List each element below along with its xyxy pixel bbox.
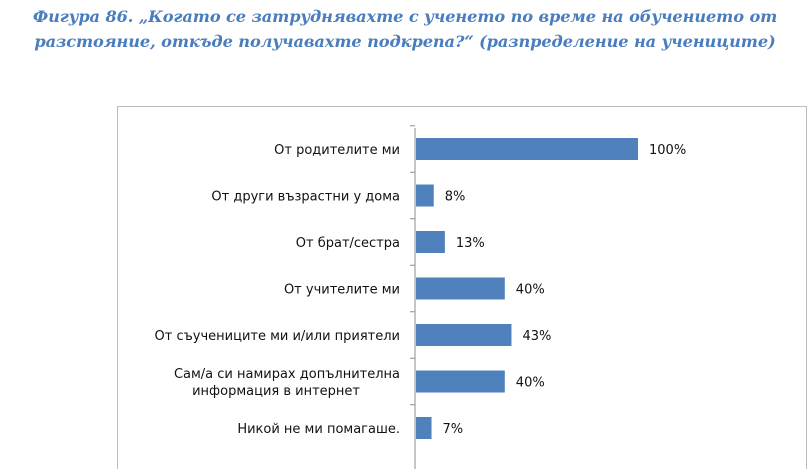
value-label-3: 13% bbox=[456, 236, 485, 251]
figure-caption: Фигура 86. „Когато се затруднявахте с уч… bbox=[32, 7, 778, 51]
category-label-3: От брат/сестра bbox=[296, 236, 400, 251]
bar-7 bbox=[416, 417, 432, 439]
bar-4 bbox=[416, 277, 505, 300]
category-label-5: От съучениците ми и/или приятели bbox=[155, 329, 401, 344]
bar-5 bbox=[416, 324, 512, 346]
value-label-2: 8% bbox=[445, 190, 466, 205]
value-label-7: 7% bbox=[443, 422, 464, 437]
bar-6 bbox=[416, 370, 505, 393]
value-label-4: 40% bbox=[516, 283, 545, 298]
category-label-7: Никой не ми помагаше. bbox=[237, 422, 400, 437]
bar-3 bbox=[416, 231, 445, 253]
chart-frame bbox=[117, 106, 807, 469]
bar-2 bbox=[416, 184, 434, 207]
category-label-1: От родителите ми bbox=[274, 143, 400, 158]
category-label-4: От учителите ми bbox=[284, 283, 400, 298]
value-label-5: 43% bbox=[522, 329, 551, 344]
value-label-1: 100% bbox=[649, 143, 686, 158]
bar-1 bbox=[416, 138, 638, 160]
category-label-6: Сам/а си намирах допълнителна информация … bbox=[174, 367, 400, 399]
category-label-2: От други възрастни у дома bbox=[211, 190, 400, 205]
value-label-6: 40% bbox=[516, 376, 545, 391]
